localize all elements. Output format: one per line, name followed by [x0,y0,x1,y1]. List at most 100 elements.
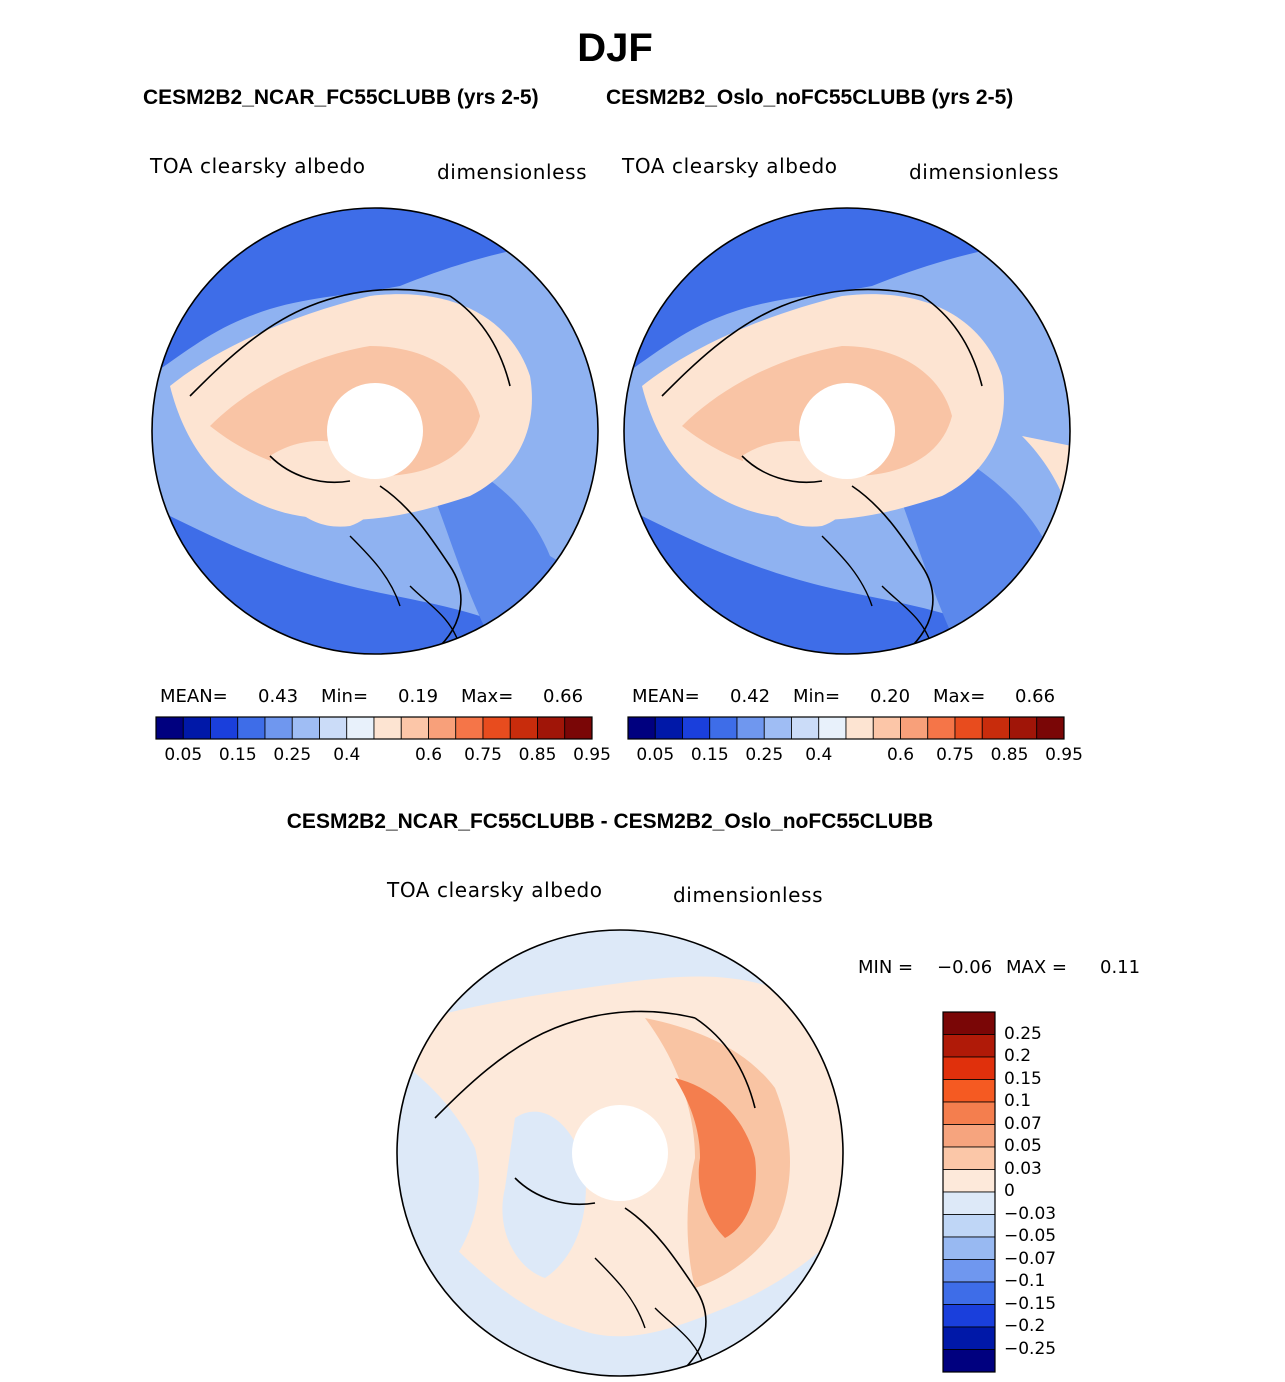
colorbar-tick-label: 0.2 [1004,1046,1032,1066]
colorbar-box [942,1349,996,1373]
colorbar-outline [942,1011,996,1373]
colorbar-tick-label: 0.05 [164,745,203,765]
panel2-mean-label: MEAN= [632,686,700,707]
colorbar-outline [627,716,1065,740]
colorbar-box [264,716,293,740]
panel2-mean-value: 0.42 [730,686,771,707]
diff-title: CESM2B2_NCAR_FC55CLUBB - CESM2B2_Oslo_no… [286,810,934,833]
colorbar-tick-label: 0.05 [636,745,675,765]
panel1-min-value: 0.19 [398,686,439,707]
colorbar-box [872,716,901,740]
colorbar-box [564,716,593,740]
panel-title-right: CESM2B2_Oslo_noFC55CLUBB (yrs 2-5) [606,86,1014,109]
panel2-polar-map [623,207,1071,655]
colorbar-box [1036,716,1065,740]
panel2-min-label: Min= [793,686,841,707]
colorbar-tick-label: 0.15 [218,745,257,765]
panel2-max-value: 0.66 [1015,686,1056,707]
panel2-min-value: 0.20 [870,686,911,707]
panel1-units-label: dimensionless [437,160,588,184]
colorbar-box [954,716,983,740]
colorbar-box [155,716,184,740]
panel1-max-label: Max= [461,686,514,707]
colorbar-tick-label: 0.4 [805,745,833,765]
colorbar-box [942,1169,996,1193]
panel1-polar-map [151,207,599,655]
colorbar-box [900,716,929,740]
colorbar-tick-label: −0.05 [1004,1226,1057,1246]
colorbar-box [654,716,683,740]
colorbar-tick-label: 0.6 [414,745,443,765]
diff-min-label: MIN = [858,957,914,978]
panel1-min-label: Min= [321,686,369,707]
panel2-colorbar [627,716,1065,740]
colorbar-box [682,716,711,740]
colorbar-tick-label: 0.85 [518,745,557,765]
diff-min-value: −0.06 [937,957,993,978]
colorbar-box [791,716,820,740]
colorbar-box [482,716,511,740]
colorbar-box [942,1191,996,1215]
colorbar-tick-label: 0 [1004,1181,1015,1201]
colorbar-box [942,1214,996,1238]
colorbar-box [455,716,484,740]
panel-title-left: CESM2B2_NCAR_FC55CLUBB (yrs 2-5) [143,86,539,109]
colorbar-box [942,1146,996,1170]
colorbar-tick-label: 0.15 [690,745,729,765]
colorbar-box [942,1011,996,1035]
colorbar-box [927,716,956,740]
colorbar-tick-label: −0.07 [1004,1248,1057,1269]
colorbar-box [942,1281,996,1305]
diff-polar-map [396,929,844,1377]
colorbar-box [509,716,538,740]
colorbar-box [537,716,566,740]
panel2-max-label: Max= [933,686,986,707]
colorbar-box [400,716,429,740]
panel1-colorbar [155,716,593,740]
colorbar-box [291,716,320,740]
colorbar-box [709,716,738,740]
colorbar-tick-label: −0.1 [1004,1271,1046,1291]
diff-units-label: dimensionless [673,883,824,907]
colorbar-box [428,716,457,740]
colorbar-tick-label: 0.25 [273,745,312,765]
colorbar-box [763,716,792,740]
colorbar-box [942,1101,996,1125]
diff-variable-label: TOA clearsky albedo [387,878,603,902]
colorbar-tick-label: −0.15 [1004,1293,1057,1314]
colorbar-tick-label: −0.03 [1004,1203,1057,1224]
colorbar-tick-label: 0.03 [1004,1158,1042,1179]
colorbar-tick-label: 0.85 [990,745,1029,765]
colorbar-tick-label: 0.25 [1004,1023,1042,1044]
colorbar-tick-label: 0.95 [573,745,611,765]
colorbar-box [942,1034,996,1058]
colorbar-tick-label: 0.75 [936,745,974,765]
colorbar-tick-label: 0.95 [1045,745,1083,765]
colorbar-tick-label: 0.25 [745,745,784,765]
colorbar-box [182,716,211,740]
panel2-units-label: dimensionless [909,160,1060,184]
colorbar-tick-label: 0.15 [1004,1068,1042,1089]
panel1-mean-value: 0.43 [258,686,299,707]
colorbar-tick-label: 0.4 [333,745,361,765]
colorbar-box [319,716,348,740]
panel2-variable-label: TOA clearsky albedo [622,154,838,178]
colorbar-tick-label: 0.05 [1004,1136,1042,1156]
colorbar-tick-label: 0.07 [1004,1113,1042,1134]
colorbar-box [818,716,847,740]
colorbar-outline [155,716,593,740]
colorbar-box [942,1079,996,1103]
colorbar-box [942,1326,996,1350]
colorbar-box [346,716,375,740]
diff-colorbar [942,1011,996,1373]
colorbar-box [942,1124,996,1148]
colorbar-box [237,716,266,740]
colorbar-tick-label: −0.2 [1004,1316,1046,1336]
colorbar-box [627,716,656,740]
season-title: DJF [577,26,653,70]
panel1-mean-label: MEAN= [160,686,228,707]
colorbar-box [373,716,402,740]
diff-max-label: MAX = [1006,957,1067,978]
panel1-max-value: 0.66 [543,686,584,707]
colorbar-box [1009,716,1038,740]
